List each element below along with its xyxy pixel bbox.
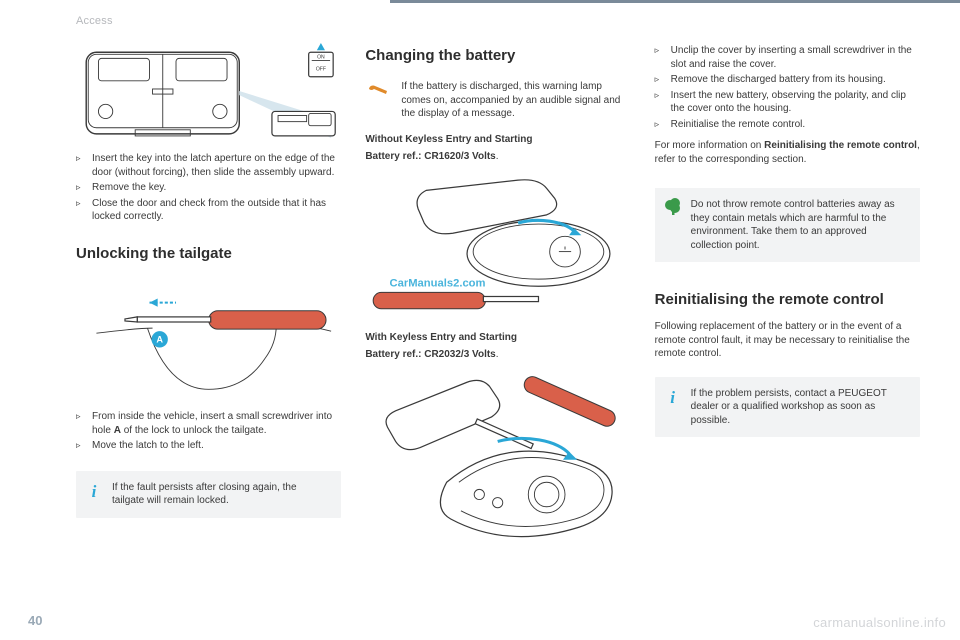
bullet-text: Remove the key.	[92, 181, 166, 195]
section-label: Access	[76, 14, 113, 29]
text-bold: A	[114, 425, 121, 436]
info-icon: i	[86, 481, 102, 497]
illus-key-latch: ON OFF	[76, 40, 341, 142]
info-box-fault: i If the fault persists after closing ag…	[76, 471, 341, 518]
list-item: Move the latch to the left.	[76, 439, 341, 453]
watermark-text: CarManuals2.com	[390, 277, 486, 289]
list-item: From inside the vehicle, insert a small …	[76, 410, 341, 437]
list-item: Unclip the cover by inserting a small sc…	[655, 44, 920, 71]
svg-text:OFF: OFF	[316, 67, 326, 73]
label-a: A	[156, 334, 163, 344]
header-rule	[390, 0, 960, 3]
text-bold: Battery ref.:	[365, 349, 424, 360]
bullet-list-1: Insert the key into the latch aperture o…	[76, 152, 341, 226]
text: of the lock to unlock the tailgate.	[121, 425, 267, 436]
column-2: Changing the battery If the battery is d…	[365, 40, 630, 610]
footer-source: carmanualsonline.info	[813, 614, 946, 632]
bullet-text: Insert the new battery, observing the po…	[671, 89, 920, 116]
text: For more information on	[655, 140, 765, 151]
content-columns: ON OFF Insert the key into the latch ape…	[76, 40, 920, 610]
bullet-text: Insert the key into the latch aperture o…	[92, 152, 341, 179]
list-item: Insert the key into the latch aperture o…	[76, 152, 341, 179]
wrench-text: If the battery is discharged, this warni…	[401, 80, 630, 121]
bullet-list-3: Unclip the cover by inserting a small sc…	[655, 44, 920, 133]
eco-text: Do not throw remote control batteries aw…	[691, 198, 908, 252]
column-3: Unclip the cover by inserting a small sc…	[655, 40, 920, 610]
info-text: If the problem persists, contact a PEUGE…	[691, 387, 908, 428]
bullet-text: Unclip the cover by inserting a small sc…	[671, 44, 920, 71]
info-icon: i	[665, 387, 681, 403]
reinit-body: Following replacement of the battery or …	[655, 320, 920, 361]
wrench-icon	[365, 80, 391, 121]
heading-changing-battery: Changing the battery	[365, 46, 630, 66]
list-item: Close the door and check from the outsid…	[76, 197, 341, 224]
with-keyless-line1: With Keyless Entry and Starting	[365, 331, 630, 345]
info-box-dealer: i If the problem persists, contact a PEU…	[655, 377, 920, 438]
illus-battery-remote-1: CarManuals2.com	[365, 172, 630, 315]
without-keyless-line1: Without Keyless Entry and Starting	[365, 133, 630, 147]
text-bold: CR2032/3 Volts	[424, 349, 496, 360]
text-bold: Reinitialising the remote control	[764, 140, 917, 151]
tree-icon	[663, 196, 683, 222]
column-1: ON OFF Insert the key into the latch ape…	[76, 40, 341, 610]
reference-text: For more information on Reinitialising t…	[655, 139, 920, 166]
heading-reinitialise: Reinitialising the remote control	[655, 290, 920, 310]
eco-box: Do not throw remote control batteries aw…	[655, 188, 920, 262]
wrench-callout: If the battery is discharged, this warni…	[365, 80, 630, 121]
list-item: Insert the new battery, observing the po…	[655, 89, 920, 116]
bullet-text: Reinitialise the remote control.	[671, 118, 806, 132]
bullet-list-2: From inside the vehicle, insert a small …	[76, 410, 341, 455]
bullet-text: Remove the discharged battery from its h…	[671, 73, 886, 87]
list-item: Remove the discharged battery from its h…	[655, 73, 920, 87]
svg-text:ON: ON	[317, 54, 325, 60]
illus-screwdriver-lock: A	[76, 272, 341, 394]
heading-unlock-tailgate: Unlocking the tailgate	[76, 244, 341, 264]
page-number: 40	[28, 612, 42, 630]
without-keyless-line2: Battery ref.: CR1620/3 Volts.	[365, 150, 630, 164]
bullet-text: Close the door and check from the outsid…	[92, 197, 341, 224]
bullet-text: Move the latch to the left.	[92, 439, 204, 453]
list-item: Remove the key.	[76, 181, 341, 195]
text-bold: Battery ref.:	[365, 151, 424, 162]
illus-battery-remote-2	[365, 370, 630, 543]
list-item: Reinitialise the remote control.	[655, 118, 920, 132]
bullet-text: From inside the vehicle, insert a small …	[92, 410, 341, 437]
text-bold: CR1620/3 Volts	[424, 151, 496, 162]
with-keyless-line2: Battery ref.: CR2032/3 Volts.	[365, 348, 630, 362]
info-text: If the fault persists after closing agai…	[112, 481, 329, 508]
